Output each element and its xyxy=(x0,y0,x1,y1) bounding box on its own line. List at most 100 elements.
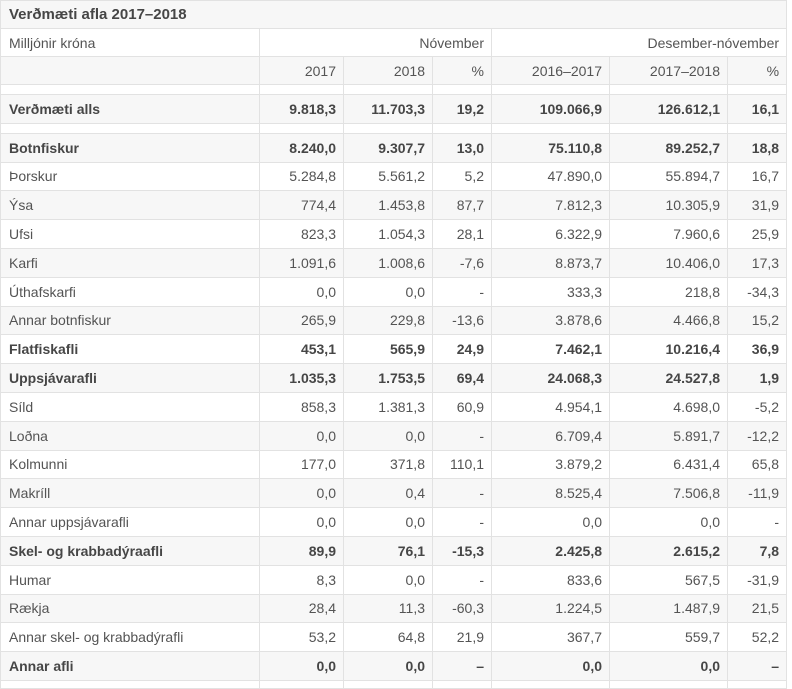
value-cell-cumulative-pct: 1,9 xyxy=(726,363,788,393)
group-header-row: Milljónir króna Nóvember Desember-nóvemb… xyxy=(0,28,788,57)
value-cell-november-2017: 0,0 xyxy=(259,478,344,509)
group-header-desember-november: Desember-nóvember xyxy=(490,28,788,57)
row-label: Annar uppsjávarafli xyxy=(0,507,260,537)
row-label: Síld xyxy=(0,391,260,422)
row-label: Verðmæti alls xyxy=(0,94,260,124)
value-cell-cumulative-2016-2017: 333,3 xyxy=(491,276,610,307)
value-cell-november-2018: 1.453,8 xyxy=(343,190,433,221)
value-cell-cumulative-pct: 36,9 xyxy=(726,334,788,365)
value-cell-november-pct: 13,0 xyxy=(432,132,492,163)
value-cell-cumulative-2017-2018: 89.252,7 xyxy=(609,132,728,163)
table-row: Ýsa 774,4 1.453,8 87,7 7.812,3 10.305,9 … xyxy=(0,190,788,221)
value-cell-november-2017: 0,0 xyxy=(259,651,344,681)
value-cell-cumulative-2017-2018: 126.612,1 xyxy=(609,94,728,124)
row-label: Karfi xyxy=(0,247,260,278)
value-cell-november-2018: 1.054,3 xyxy=(343,219,433,249)
value-cell-cumulative-2016-2017: 1.224,5 xyxy=(491,593,610,624)
value-cell-cumulative-2017-2018: 1.487,9 xyxy=(609,593,728,624)
spacer-cell xyxy=(432,122,492,134)
value-cell-november-2018: 11.703,3 xyxy=(343,94,433,124)
value-cell-cumulative-pct: 18,8 xyxy=(726,132,788,163)
table-row: Kolmunni 177,0 371,8 110,1 3.879,2 6.431… xyxy=(0,449,788,480)
value-cell-november-2017: 823,3 xyxy=(259,219,344,249)
value-cell-november-2017: 1.035,3 xyxy=(259,363,344,393)
table-row: Botnfiskur 8.240,0 9.307,7 13,0 75.110,8… xyxy=(0,132,788,163)
row-label: Annar skel- og krabbadýrafli xyxy=(0,622,260,653)
value-cell-cumulative-2017-2018: 7.960,6 xyxy=(609,219,728,249)
value-cell-november-2018: 0,4 xyxy=(343,478,433,509)
value-cell-cumulative-2017-2018: 2.615,2 xyxy=(609,535,728,566)
spacer-cell xyxy=(343,122,433,134)
row-label: Flatfiskafli xyxy=(0,334,260,365)
value-cell-cumulative-pct: - xyxy=(726,507,788,537)
table-row: Makríll 0,0 0,4 - 8.525,4 7.506,8 -11,9 xyxy=(0,478,788,509)
value-cell-cumulative-pct: 7,8 xyxy=(726,535,788,566)
table-row: Þorskur 5.284,8 5.561,2 5,2 47.890,0 55.… xyxy=(0,161,788,192)
value-cell-cumulative-2017-2018: 0,0 xyxy=(609,651,728,681)
table-row: Annar uppsjávarafli 0,0 0,0 - 0,0 0,0 - xyxy=(0,507,788,537)
spacer-cell xyxy=(491,122,610,134)
value-cell-cumulative-2017-2018: 4.466,8 xyxy=(609,305,728,336)
spacer-cell xyxy=(259,679,344,689)
row-label: Þorskur xyxy=(0,161,260,192)
value-cell-november-2017: 265,9 xyxy=(259,305,344,336)
row-label: Loðna xyxy=(0,420,260,451)
value-cell-cumulative-pct: -5,2 xyxy=(726,391,788,422)
value-cell-cumulative-2016-2017: 47.890,0 xyxy=(491,161,610,192)
value-cell-november-2017: 0,0 xyxy=(259,420,344,451)
row-label: Annar botnfiskur xyxy=(0,305,260,336)
value-cell-november-2017: 0,0 xyxy=(259,507,344,537)
value-cell-cumulative-pct: 15,2 xyxy=(726,305,788,336)
value-cell-november-2017: 8.240,0 xyxy=(259,132,344,163)
value-cell-november-2017: 8,3 xyxy=(259,564,344,595)
value-cell-cumulative-2016-2017: 109.066,9 xyxy=(491,94,610,124)
spacer-row xyxy=(0,679,788,689)
value-cell-november-2017: 774,4 xyxy=(259,190,344,221)
value-cell-cumulative-2017-2018: 10.406,0 xyxy=(609,247,728,278)
table-row: Rækja 28,4 11,3 -60,3 1.224,5 1.487,9 21… xyxy=(0,593,788,624)
table-row: Annar botnfiskur 265,9 229,8 -13,6 3.878… xyxy=(0,305,788,336)
value-cell-cumulative-pct: 52,2 xyxy=(726,622,788,653)
value-cell-cumulative-2016-2017: 7.462,1 xyxy=(491,334,610,365)
value-cell-cumulative-2016-2017: 8.525,4 xyxy=(491,478,610,509)
row-label: Ýsa xyxy=(0,190,260,221)
value-cell-november-pct: 5,2 xyxy=(432,161,492,192)
value-cell-november-2017: 53,2 xyxy=(259,622,344,653)
value-cell-november-2018: 9.307,7 xyxy=(343,132,433,163)
value-cell-november-pct: -7,6 xyxy=(432,247,492,278)
value-cell-november-pct: -15,3 xyxy=(432,535,492,566)
column-header-2017-2018: 2017–2018 xyxy=(609,56,728,85)
row-label: Kolmunni xyxy=(0,449,260,480)
value-cell-cumulative-pct: – xyxy=(726,651,788,681)
value-cell-november-2018: 0,0 xyxy=(343,420,433,451)
value-cell-cumulative-2016-2017: 3.878,6 xyxy=(491,305,610,336)
value-cell-cumulative-2016-2017: 6.709,4 xyxy=(491,420,610,451)
value-cell-november-pct: -60,3 xyxy=(432,593,492,624)
value-cell-cumulative-2016-2017: 367,7 xyxy=(491,622,610,653)
value-cell-cumulative-2016-2017: 24.068,3 xyxy=(491,363,610,393)
column-header-row: 2017 2018 % 2016–2017 2017–2018 % xyxy=(0,56,788,85)
table-row: Úthafskarfi 0,0 0,0 - 333,3 218,8 -34,3 xyxy=(0,276,788,307)
value-cell-cumulative-2017-2018: 24.527,8 xyxy=(609,363,728,393)
column-header-2016-2017: 2016–2017 xyxy=(491,56,610,85)
spacer-cell xyxy=(609,122,728,134)
value-cell-november-2017: 858,3 xyxy=(259,391,344,422)
value-cell-november-2017: 9.818,3 xyxy=(259,94,344,124)
value-cell-cumulative-2017-2018: 10.305,9 xyxy=(609,190,728,221)
value-cell-cumulative-2017-2018: 0,0 xyxy=(609,507,728,537)
spacer-cell xyxy=(432,679,492,689)
value-cell-november-pct: 28,1 xyxy=(432,219,492,249)
value-cell-november-pct: 87,7 xyxy=(432,190,492,221)
table-row: Annar skel- og krabbadýrafli 53,2 64,8 2… xyxy=(0,622,788,653)
spacer-cell xyxy=(0,122,260,134)
table-title-row: Verðmæti afla 2017–2018 xyxy=(0,0,788,29)
table-row: Annar afli 0,0 0,0 – 0,0 0,0 – xyxy=(0,651,788,681)
value-cell-cumulative-2016-2017: 3.879,2 xyxy=(491,449,610,480)
value-cell-cumulative-2016-2017: 8.873,7 xyxy=(491,247,610,278)
value-cell-november-pct: 21,9 xyxy=(432,622,492,653)
value-cell-cumulative-2017-2018: 7.506,8 xyxy=(609,478,728,509)
column-header-pct-november: % xyxy=(432,56,492,85)
spacer-cell xyxy=(343,84,433,95)
row-label: Ufsi xyxy=(0,219,260,249)
row-label: Úthafskarfi xyxy=(0,276,260,307)
